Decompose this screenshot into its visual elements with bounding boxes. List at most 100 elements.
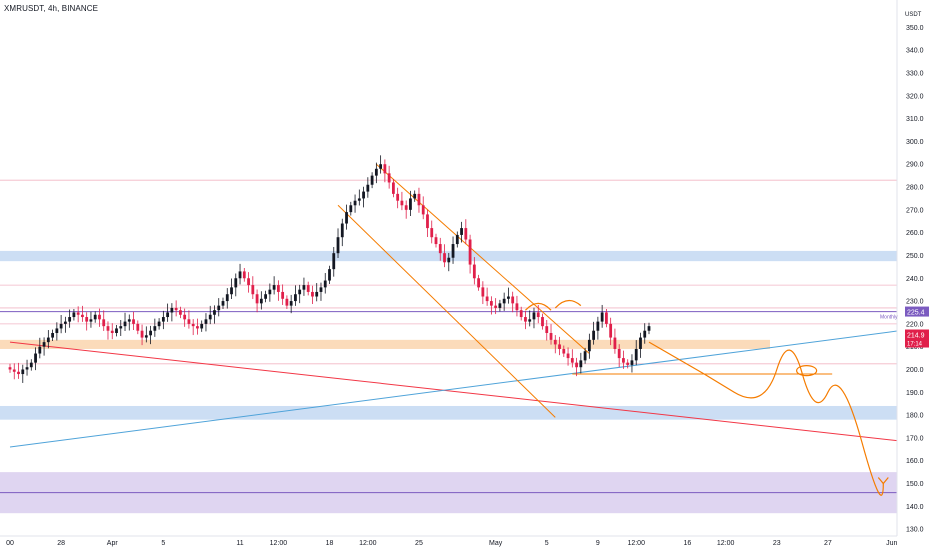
candle-body-92	[400, 200, 404, 206]
candle-body-114	[494, 305, 498, 308]
candle-body-6	[34, 353, 37, 363]
candle-body-33	[149, 330, 152, 336]
candle-body-109	[472, 264, 476, 279]
y-tick-label: 200.0	[906, 367, 924, 374]
candle-body-66	[289, 301, 293, 306]
candle-body-22	[102, 319, 106, 327]
candle-body-20	[93, 314, 97, 320]
candle-body-71	[311, 291, 314, 297]
x-tick-label: Jun	[886, 540, 897, 547]
x-tick-label: 18	[326, 540, 334, 547]
y-tick-label: 180.0	[906, 413, 924, 420]
projection-loop	[796, 365, 818, 377]
x-tick-label: 23	[773, 540, 781, 547]
candle-body-105	[455, 234, 459, 245]
projection-path	[648, 341, 884, 496]
candle-body-59	[259, 298, 263, 304]
candle-body-145	[626, 362, 630, 365]
candle-body-13	[63, 321, 67, 324]
countdown-text: 17:14	[907, 342, 923, 348]
candle-body-77	[336, 237, 340, 254]
y-tick-label: 340.0	[906, 48, 924, 55]
x-tick-label: 16	[683, 540, 691, 547]
candle-body-120	[519, 310, 523, 318]
candle-body-101	[438, 244, 442, 254]
candle-body-14	[68, 317, 72, 322]
candle-body-44	[196, 326, 199, 329]
candle-body-50	[221, 301, 225, 306]
candle-body-83	[362, 191, 365, 199]
candle-body-112	[485, 296, 489, 302]
y-tick-label: 150.0	[906, 481, 924, 488]
candle-body-11	[55, 328, 59, 334]
candle-body-149	[643, 330, 647, 338]
candle-body-1	[12, 369, 16, 372]
candle-body-43	[191, 323, 195, 327]
candle-body-48	[213, 310, 216, 315]
candle-body-38	[170, 307, 174, 313]
candle-body-7	[38, 346, 42, 354]
trendline-orange-3	[337, 204, 556, 418]
monthly-price-badge	[905, 306, 929, 317]
candle-body-55	[242, 271, 246, 279]
candle-body-42	[187, 319, 191, 324]
candle-body-60	[264, 294, 267, 299]
candle-body-123	[532, 312, 536, 320]
projection-arrow-head	[877, 477, 889, 485]
y-tick-label: 230.0	[906, 299, 924, 306]
candle-body-150	[647, 326, 651, 331]
candle-body-58	[255, 294, 259, 304]
arc-mark-2	[554, 299, 582, 309]
candle-body-36	[161, 317, 165, 322]
candle-body-122	[528, 319, 532, 322]
candle-body-47	[208, 314, 212, 320]
candle-body-103	[447, 257, 451, 263]
candle-body-79	[345, 212, 348, 224]
x-tick-label: 12:00	[717, 540, 735, 547]
x-tick-label: Apr	[107, 540, 119, 547]
candle-body-62	[272, 285, 276, 290]
candle-body-113	[489, 301, 493, 306]
y-tick-label: 250.0	[906, 253, 924, 260]
candle-body-73	[319, 287, 323, 292]
monthly-label: Monthly	[880, 315, 898, 321]
candle-body-18	[85, 317, 89, 322]
candle-body-128	[553, 339, 557, 345]
candle-body-31	[140, 330, 144, 338]
y-tick-label: 280.0	[906, 185, 924, 192]
candle-body-56	[247, 278, 250, 286]
y-tick-label: 270.0	[906, 207, 924, 214]
candle-body-65	[285, 298, 289, 306]
candle-body-115	[498, 303, 502, 308]
candle-body-27	[123, 321, 127, 327]
candle-body-93	[404, 205, 408, 210]
candle-body-137	[592, 330, 596, 340]
x-tick-label: 11	[236, 540, 243, 547]
y-tick-label: 210.0	[906, 344, 924, 351]
candle-body-87	[379, 164, 383, 169]
trendline-red-0	[9, 341, 897, 442]
candle-body-3	[21, 369, 25, 375]
candle-body-35	[157, 321, 161, 327]
candle-body-108	[468, 239, 472, 265]
candle-body-118	[511, 296, 515, 304]
y-axis: 130.0 140.0 150.0 160.0 170.0 180.0 190.0 200.0…	[880, 0, 929, 536]
x-tick-label: 25	[415, 540, 423, 547]
y-tick-label: 300.0	[906, 139, 924, 146]
candle-body-110	[477, 278, 480, 288]
candle-body-29	[132, 319, 135, 324]
candle-body-90	[392, 182, 395, 194]
y-tick-label: 290.0	[906, 162, 924, 169]
candle-body-126	[545, 326, 549, 334]
candle-body-88	[383, 164, 387, 174]
candle-body-51	[225, 294, 229, 302]
candle-body-148	[639, 337, 642, 349]
y-tick-label: 130.0	[906, 527, 924, 534]
candle-body-97	[421, 205, 425, 215]
candle-body-69	[302, 285, 306, 290]
candle-body-61	[268, 289, 272, 295]
candle-body-12	[59, 323, 63, 329]
x-tick-label: 5	[161, 540, 165, 547]
